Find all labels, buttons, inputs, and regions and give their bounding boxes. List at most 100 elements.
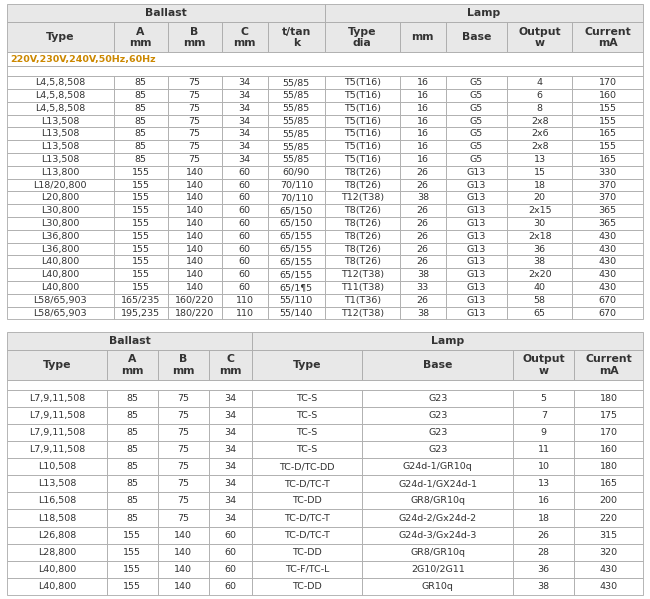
Bar [400, 268, 446, 281]
Text: 155: 155 [599, 104, 617, 113]
Bar [572, 89, 643, 102]
Bar [575, 492, 643, 510]
Bar [400, 114, 446, 128]
Text: 85: 85 [126, 428, 138, 437]
Text: 55/110: 55/110 [280, 296, 313, 305]
Bar [168, 281, 222, 294]
Text: 58: 58 [534, 296, 545, 305]
Text: 10: 10 [538, 462, 550, 471]
Text: 140: 140 [186, 258, 203, 267]
Bar [107, 441, 158, 458]
Text: Base: Base [462, 32, 491, 42]
Bar [507, 22, 572, 52]
Bar [114, 281, 168, 294]
Bar [446, 22, 507, 52]
Text: Type: Type [293, 360, 321, 370]
Bar [268, 268, 325, 281]
Bar [209, 407, 252, 424]
Text: G13: G13 [467, 258, 486, 267]
Text: 140: 140 [186, 168, 203, 177]
Bar [362, 544, 513, 561]
Text: L40,800: L40,800 [41, 258, 79, 267]
Text: L7,9,11,508: L7,9,11,508 [29, 445, 85, 454]
Bar [7, 140, 114, 153]
Bar [222, 166, 268, 179]
Bar [362, 458, 513, 476]
Text: 34: 34 [224, 394, 236, 403]
Text: TC-D/TC-T: TC-D/TC-T [284, 479, 330, 488]
Text: 60/90: 60/90 [283, 168, 310, 177]
Bar [507, 89, 572, 102]
Text: 110: 110 [236, 296, 254, 305]
Text: 60: 60 [239, 283, 251, 292]
Text: L40,800: L40,800 [41, 283, 79, 292]
Text: 26: 26 [417, 168, 429, 177]
Text: L28,800: L28,800 [38, 547, 76, 556]
Bar [222, 153, 268, 166]
Bar [268, 281, 325, 294]
Text: 9: 9 [541, 428, 547, 437]
Text: 140: 140 [186, 244, 203, 253]
Text: 140: 140 [174, 547, 192, 556]
Bar [252, 544, 362, 561]
Bar [158, 407, 209, 424]
Bar [325, 102, 400, 114]
Bar [572, 294, 643, 307]
Text: G24d-1/GR10q: G24d-1/GR10q [403, 462, 473, 471]
Text: T5(T16): T5(T16) [344, 142, 381, 151]
Bar [572, 192, 643, 204]
Bar [513, 578, 575, 595]
Text: 34: 34 [224, 411, 236, 420]
Text: 36: 36 [538, 565, 550, 574]
Text: TC-S: TC-S [296, 411, 318, 420]
Bar [268, 230, 325, 243]
Text: 155: 155 [131, 168, 150, 177]
Text: 75: 75 [177, 428, 189, 437]
Bar [507, 217, 572, 230]
Bar [114, 76, 168, 89]
Bar [158, 458, 209, 476]
Text: 165: 165 [599, 155, 617, 164]
Text: 155: 155 [131, 258, 150, 267]
Bar [107, 390, 158, 407]
Bar [7, 424, 107, 441]
Bar [513, 407, 575, 424]
Bar [107, 527, 158, 544]
Text: 11: 11 [538, 445, 550, 454]
Text: 430: 430 [599, 270, 617, 279]
Text: 365: 365 [599, 206, 617, 215]
Bar [575, 476, 643, 492]
Text: 60: 60 [239, 232, 251, 241]
Text: 75: 75 [177, 394, 189, 403]
Text: 2x8: 2x8 [531, 117, 549, 126]
Text: 55/85: 55/85 [283, 142, 310, 151]
Bar [268, 294, 325, 307]
Bar [572, 166, 643, 179]
Text: 40: 40 [534, 283, 545, 292]
Bar [268, 255, 325, 268]
Text: 430: 430 [599, 232, 617, 241]
Text: L18/20,800: L18/20,800 [34, 180, 87, 189]
Text: 430: 430 [599, 582, 618, 591]
Text: 34: 34 [239, 104, 251, 113]
Text: Type: Type [46, 32, 75, 42]
Text: 85: 85 [135, 91, 146, 100]
Text: G5: G5 [470, 104, 483, 113]
Text: 430: 430 [599, 258, 617, 267]
Bar [168, 192, 222, 204]
Bar [362, 350, 513, 380]
Text: 16: 16 [417, 155, 429, 164]
Bar [158, 390, 209, 407]
Text: 75: 75 [177, 479, 189, 488]
Text: T5(T16): T5(T16) [344, 117, 381, 126]
Text: L13,508: L13,508 [41, 129, 79, 138]
Bar [572, 128, 643, 140]
Text: T5(T16): T5(T16) [344, 155, 381, 164]
Bar [209, 510, 252, 527]
Bar [268, 166, 325, 179]
Text: 65/150: 65/150 [280, 219, 313, 228]
Text: T8(T26): T8(T26) [344, 206, 381, 215]
Text: 65: 65 [534, 308, 545, 317]
Bar [107, 458, 158, 476]
Bar [400, 294, 446, 307]
